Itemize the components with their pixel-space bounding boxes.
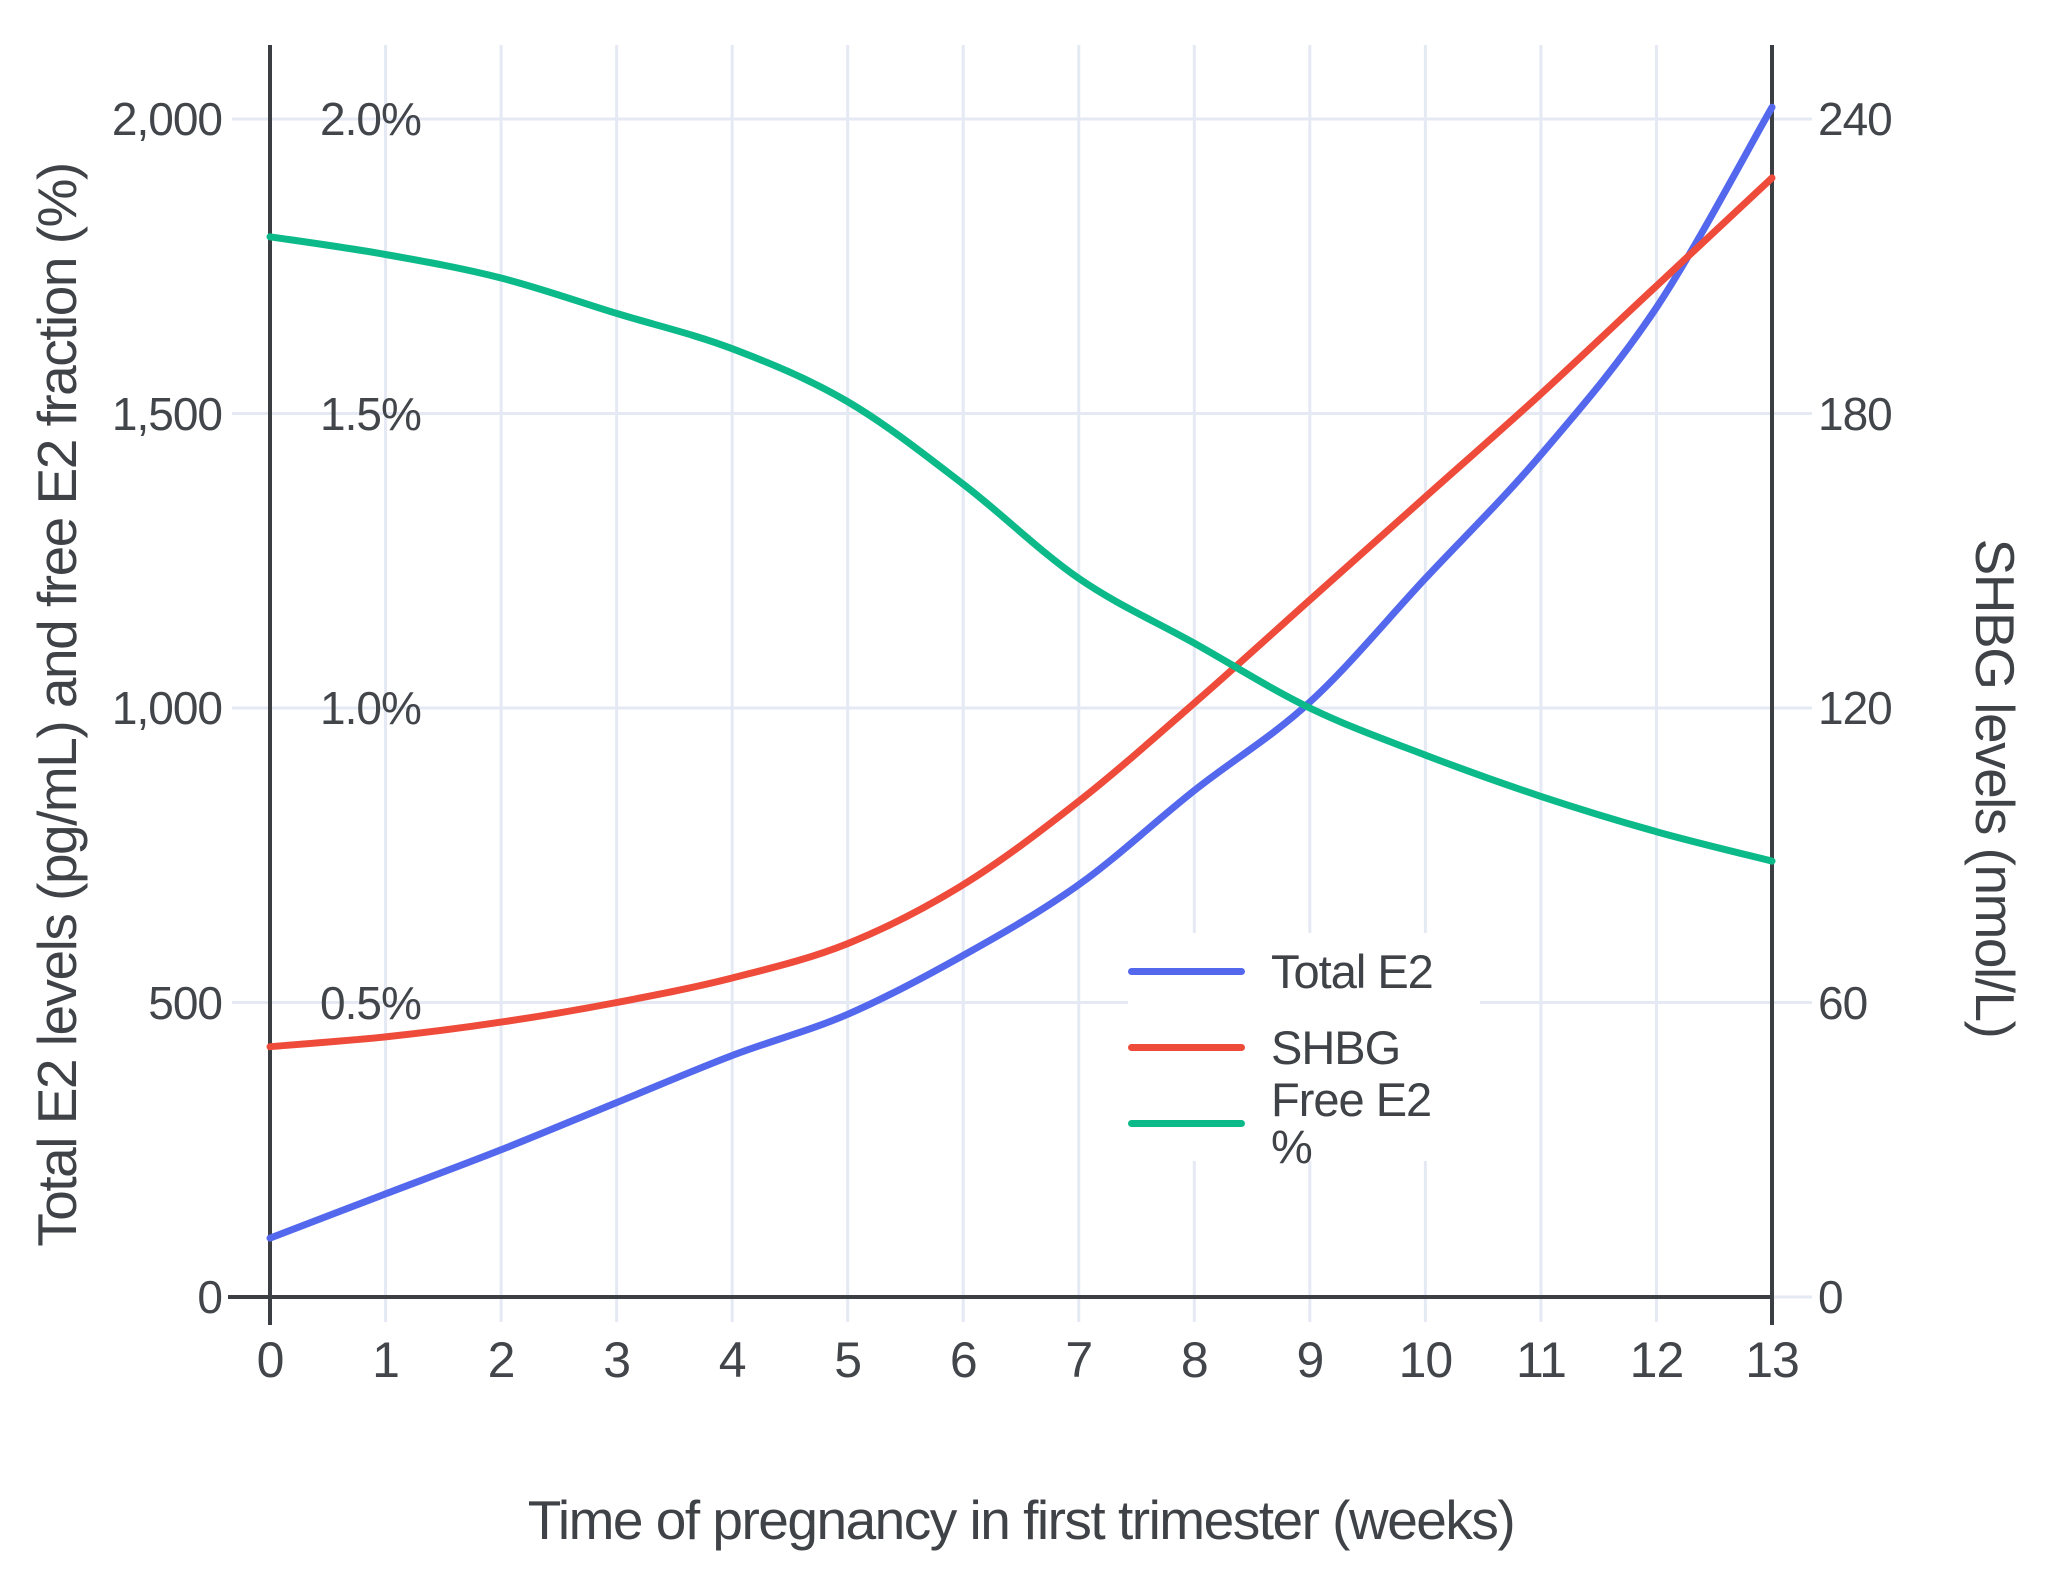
x-axis-tick-label: 5 (834, 1332, 862, 1388)
x-axis-tick-label: 12 (1629, 1332, 1685, 1388)
left-axis-title: Total E2 levels (pg/mL) and free E2 frac… (26, 163, 88, 1247)
legend-label-total-e2: Total E2 (1271, 944, 1434, 998)
right-axis-tick-label: 60 (1818, 976, 1868, 1029)
x-axis-tick-label: 3 (603, 1332, 631, 1388)
x-axis-tick-label: 10 (1398, 1332, 1454, 1388)
left-axis-tick-label: 1,500 (111, 387, 223, 440)
right-axis-title: SHBG levels (nmol/L) (1964, 538, 2026, 1038)
left-axis-tick-label: 500 (148, 976, 223, 1029)
right-axis-tick-label: 0 (1818, 1271, 1844, 1323)
free-e2-percent-label: 0.5% (320, 976, 422, 1029)
free-e2-line-swatch (1128, 1119, 1245, 1127)
x-axis-tick-label: 6 (949, 1332, 978, 1388)
legend-label-shbg: SHBG (1271, 1020, 1401, 1074)
x-axis-tick-label: 8 (1180, 1332, 1209, 1388)
x-axis-tick-label: 13 (1745, 1332, 1800, 1388)
left-axis-tick-label: 1,000 (111, 682, 223, 734)
x-axis-tick-label: 2 (487, 1332, 516, 1388)
right-axis-tick-label: 240 (1818, 93, 1893, 145)
total-e2-line-swatch (1128, 967, 1245, 975)
legend-item-free-e2[interactable]: Free E2 % (1128, 1076, 1480, 1170)
series-line-shbg (266, 174, 1776, 1051)
x-axis-title: Time of pregnancy in first trimester (we… (527, 1489, 1516, 1551)
legend-label-free-e2: Free E2 % (1271, 1073, 1432, 1173)
x-axis-tick-label: 9 (1296, 1332, 1324, 1388)
x-axis-tick-label: 1 (372, 1332, 400, 1388)
free-e2-percent-label: 1.5% (320, 387, 422, 440)
x-axis-tick-label: 11 (1515, 1332, 1567, 1388)
legend: Total E2 SHBG Free E2 % (1128, 933, 1480, 1170)
free-e2-percent-label: 1.0% (320, 682, 422, 734)
left-axis-tick-label: 2,000 (111, 93, 223, 145)
right-axis-tick-label: 180 (1818, 387, 1893, 440)
shbg-line-swatch (1128, 1043, 1245, 1051)
x-axis-tick-label: 0 (256, 1332, 285, 1388)
legend-item-total-e2[interactable]: Total E2 (1128, 939, 1480, 1003)
legend-item-shbg[interactable]: SHBG (1128, 1015, 1480, 1079)
x-axis-tick-label: 4 (718, 1332, 747, 1388)
right-axis-tick-label: 120 (1818, 682, 1893, 734)
free-e2-percent-label: 2.0% (320, 93, 422, 145)
series-line-free-e2- (266, 233, 1776, 865)
x-axis-tick-label: 7 (1065, 1332, 1093, 1388)
series-line-total-e2 (266, 103, 1776, 1242)
left-axis-tick-label: 0 (197, 1271, 223, 1323)
